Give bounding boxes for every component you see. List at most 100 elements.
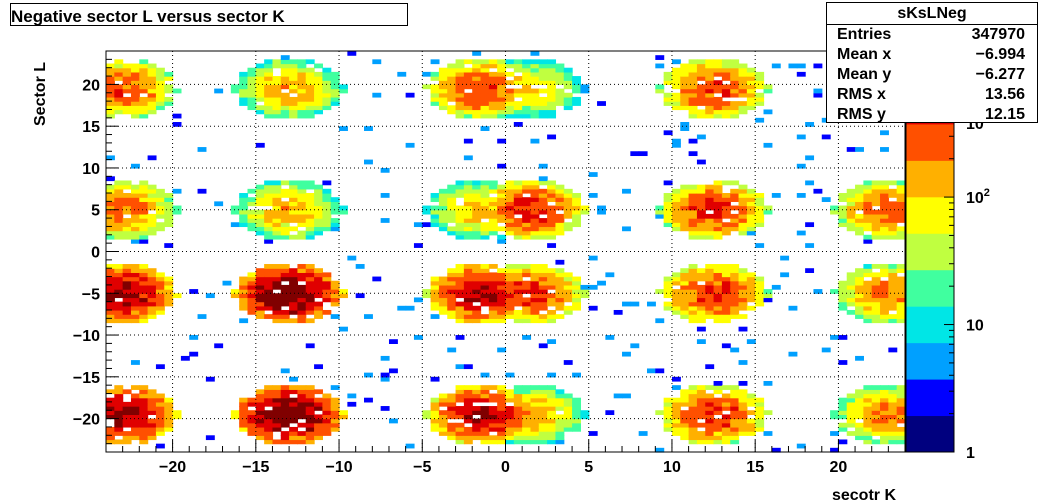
heatmap-cell [272, 414, 282, 420]
heatmap-cell [255, 222, 265, 228]
heatmap-cell [763, 431, 773, 436]
heatmap-cell [555, 268, 565, 273]
heatmap-cell [272, 188, 282, 194]
heatmap-cell [563, 426, 573, 432]
heatmap-cell [713, 314, 723, 319]
heatmap-cell [264, 284, 274, 290]
heatmap-cell [713, 276, 723, 282]
heatmap-cell [447, 401, 457, 407]
heatmap-cell [746, 105, 756, 111]
heatmap-cell [655, 447, 665, 453]
heatmap-cell [721, 426, 731, 432]
heatmap-cell [530, 435, 540, 441]
heatmap-cell [280, 297, 290, 303]
heatmap-cell [139, 439, 149, 445]
heatmap-cell [305, 230, 315, 236]
heatmap-cell [130, 96, 140, 102]
heatmap-cell [114, 431, 124, 436]
heatmap-cell [247, 105, 257, 111]
heatmap-cell [705, 268, 715, 273]
heatmap-cell [755, 301, 765, 307]
heatmap-cell [880, 234, 889, 240]
heatmap-cell [447, 213, 457, 219]
heatmap-cell [563, 272, 573, 278]
heatmap-cell [805, 243, 815, 248]
heatmap-cell [730, 180, 740, 186]
heatmap-cell [447, 289, 457, 294]
heatmap-cell [488, 84, 498, 90]
heatmap-cell [863, 418, 873, 424]
heatmap-cell [330, 101, 340, 106]
heatmap-cell [513, 76, 523, 81]
heatmap-cell [230, 88, 240, 94]
heatmap-cell [530, 113, 540, 119]
heatmap-cell [305, 289, 315, 294]
heatmap-cell [264, 101, 274, 106]
heatmap-cell [880, 406, 889, 411]
heatmap-cell [472, 314, 482, 319]
heatmap-cell [671, 305, 681, 311]
heatmap-cell [305, 71, 315, 77]
heatmap-cell [671, 401, 681, 407]
heatmap-cell [447, 209, 457, 215]
heatmap-cell [289, 80, 299, 86]
heatmap-cell [455, 88, 465, 94]
heatmap-cell [705, 414, 715, 420]
heatmap-cell [305, 280, 315, 286]
heatmap-cell [488, 205, 498, 211]
heatmap-cell [305, 213, 315, 219]
heatmap-cell [755, 414, 765, 420]
heatmap-cell [671, 84, 681, 90]
heatmap-cell [480, 67, 490, 73]
heatmap-cell [746, 280, 756, 286]
heatmap-cell [147, 188, 157, 194]
heatmap-cell [106, 230, 115, 236]
heatmap-cell [513, 63, 523, 69]
heatmap-cell [488, 318, 498, 324]
heatmap-cell [122, 418, 132, 424]
heatmap-cell [472, 101, 482, 106]
heatmap-cell [880, 305, 889, 311]
heatmap-cell [530, 393, 540, 399]
heatmap-cell [746, 222, 756, 228]
heatmap-cell [505, 418, 515, 424]
heatmap-cell [130, 401, 140, 407]
heatmap-cell [572, 301, 581, 307]
heatmap-cell [855, 410, 864, 416]
heatmap-cell [455, 230, 465, 236]
heatmap-cell [871, 293, 881, 299]
heatmap-cell [522, 426, 532, 432]
heatmap-cell [106, 268, 115, 273]
heatmap-cell [447, 414, 457, 420]
heatmap-cell [513, 414, 523, 420]
heatmap-cell [863, 318, 873, 324]
heatmap-cell [289, 397, 299, 403]
heatmap-cell [447, 197, 457, 202]
heatmap-cell [755, 406, 765, 411]
heatmap-cell [713, 80, 723, 86]
heatmap-cell [147, 184, 157, 190]
heatmap-cell [255, 406, 265, 411]
heatmap-cell [280, 101, 290, 106]
heatmap-cell [813, 92, 823, 98]
heatmap-cell [730, 101, 740, 106]
heatmap-cell [130, 418, 140, 424]
heatmap-cell [888, 305, 898, 311]
heatmap-cell [264, 222, 274, 228]
heatmap-cell [155, 309, 165, 315]
heatmap-cell [455, 309, 465, 315]
heatmap-cell [547, 230, 557, 236]
heatmap-cell [746, 230, 756, 236]
heatmap-cell [438, 301, 448, 307]
heatmap-cell [721, 297, 731, 303]
heatmap-cell [713, 380, 723, 386]
heatmap-cell [855, 301, 864, 307]
heatmap-cell [472, 205, 482, 211]
heatmap-cell [863, 414, 873, 420]
heatmap-cell [680, 96, 690, 102]
heatmap-cell [497, 76, 507, 81]
heatmap-cell [896, 393, 906, 399]
heatmap-cell [538, 101, 548, 106]
heatmap-cell [721, 343, 731, 349]
heatmap-cell [122, 230, 132, 236]
